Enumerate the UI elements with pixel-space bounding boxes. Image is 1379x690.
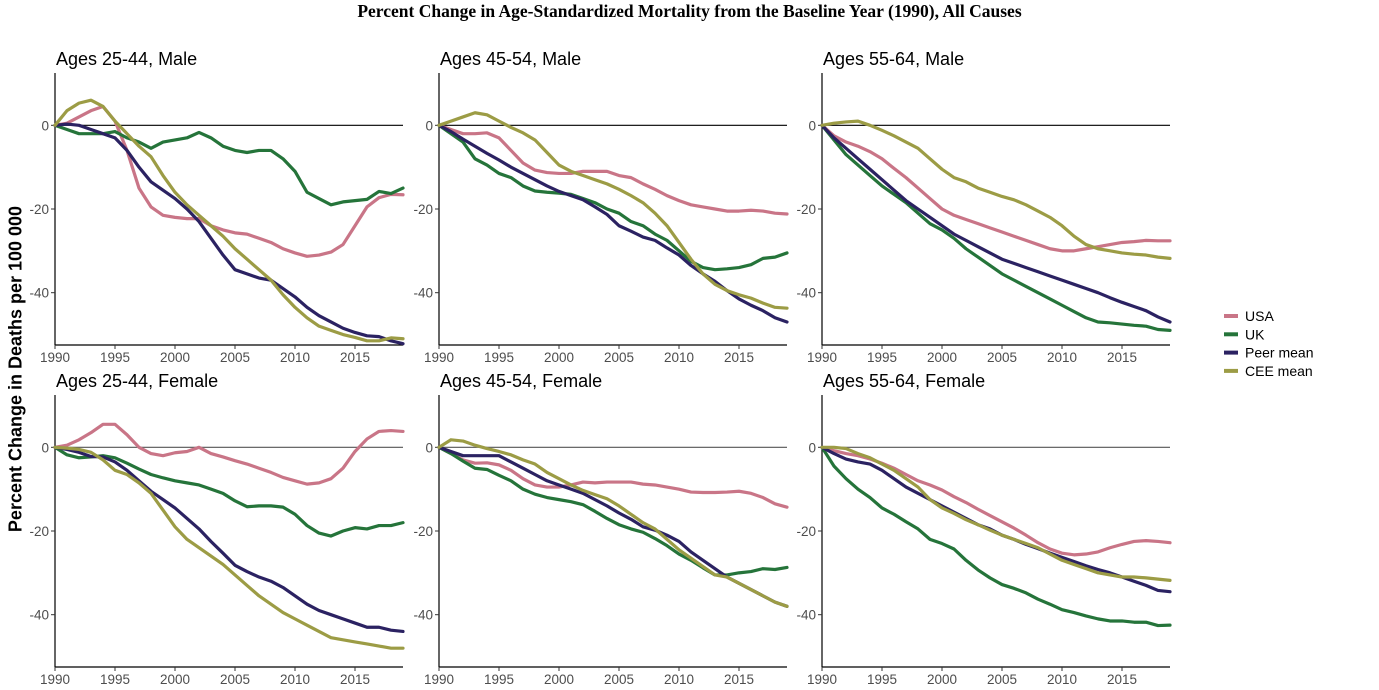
y-tick-label: 0	[425, 440, 433, 455]
y-tick-label: -40	[413, 286, 433, 301]
series-line-uk	[820, 123, 1172, 332]
panel-title: Ages 55-64, Female	[823, 371, 985, 391]
x-tick-label: 2015	[340, 672, 370, 687]
series-line-cee-mean	[820, 445, 1172, 582]
series-line-uk	[437, 123, 789, 272]
x-tick-label: 2000	[927, 672, 957, 687]
legend-label: Peer mean	[1245, 345, 1313, 361]
y-tick-label: -40	[413, 608, 433, 623]
panel-title: Ages 45-54, Female	[440, 371, 602, 391]
x-tick-label: 2010	[664, 672, 694, 687]
panel-3: Ages 55-64, Male 0 -20 -40 1990 1995 2000 2005 2…	[796, 49, 1172, 365]
series-line-cee-mean	[437, 111, 789, 310]
y-tick-label: -40	[796, 286, 816, 301]
panel-2: Ages 45-54, Male 0 -20 -40 1990 1995 2000 2005 2…	[413, 49, 789, 365]
x-tick-label: 2015	[724, 672, 754, 687]
x-tick-label: 1995	[484, 350, 514, 365]
y-tick-label: 0	[808, 118, 816, 133]
legend-item: CEE mean	[1224, 363, 1313, 379]
series-line-cee-mean	[437, 438, 789, 608]
x-tick-label: 2010	[664, 350, 694, 365]
y-tick-label: -40	[29, 286, 49, 301]
panel-title: Ages 25-44, Female	[56, 371, 218, 391]
legend-item: Peer mean	[1224, 345, 1313, 361]
x-tick-label: 2005	[987, 350, 1017, 365]
x-tick-label: 2000	[544, 672, 574, 687]
x-tick-label: 2010	[280, 350, 310, 365]
x-tick-label: 2000	[160, 350, 190, 365]
series-line-peer-mean	[820, 123, 1172, 324]
legend-item: USA	[1224, 308, 1274, 324]
panel-title: Ages 55-64, Male	[823, 49, 964, 69]
x-tick-label: 1990	[807, 672, 837, 687]
series-line-usa	[437, 445, 789, 509]
x-tick-label: 2015	[1107, 350, 1137, 365]
legend-label: USA	[1245, 308, 1274, 324]
panel-1: Ages 25-44, Male 0 -20 -40 1990 1995 2000 2005 2…	[29, 49, 405, 365]
x-tick-label: 2010	[1047, 350, 1077, 365]
series-line-cee-mean	[53, 98, 405, 343]
series-line-usa	[53, 422, 405, 486]
panel-5: Ages 45-54, Female 0 -20 -40 1990 1995 2000 200…	[413, 371, 789, 687]
series-line-uk	[53, 445, 405, 538]
y-tick-label: -20	[413, 524, 433, 539]
x-tick-label: 2010	[1047, 672, 1077, 687]
x-tick-label: 1995	[100, 672, 130, 687]
panel-4: Ages 25-44, Female 0 -20 -40 1990 1995 2000 200…	[29, 371, 405, 687]
series-line-peer-mean	[53, 445, 405, 634]
y-tick-label: 0	[41, 440, 49, 455]
legend: USA UK Peer mean CEE mean	[1224, 308, 1313, 379]
y-tick-label: -20	[29, 524, 49, 539]
series-line-usa	[820, 123, 1172, 253]
series-line-cee-mean	[53, 445, 405, 650]
series-line-uk	[53, 123, 405, 207]
x-tick-label: 1990	[807, 350, 837, 365]
x-tick-label: 1990	[40, 350, 70, 365]
legend-label: CEE mean	[1245, 363, 1313, 379]
y-tick-label: 0	[41, 118, 49, 133]
series-line-usa	[53, 104, 405, 258]
x-tick-label: 2000	[544, 350, 574, 365]
panel-6: Ages 55-64, Female 0 -20 -40 1990 1995 2000 200…	[796, 371, 1172, 687]
series-line-cee-mean	[820, 119, 1172, 260]
y-tick-label: -20	[413, 202, 433, 217]
legend-label: UK	[1245, 326, 1265, 342]
x-tick-label: 2015	[1107, 672, 1137, 687]
x-tick-label: 1990	[40, 672, 70, 687]
x-tick-label: 1995	[867, 350, 897, 365]
x-tick-label: 2000	[160, 672, 190, 687]
y-tick-label: -20	[29, 202, 49, 217]
x-tick-label: 2005	[220, 350, 250, 365]
x-tick-label: 2015	[724, 350, 754, 365]
x-tick-label: 1990	[424, 672, 454, 687]
y-tick-label: 0	[808, 440, 816, 455]
x-tick-label: 1990	[424, 350, 454, 365]
y-tick-label: -20	[796, 524, 816, 539]
y-tick-label: 0	[425, 118, 433, 133]
x-tick-label: 2015	[340, 350, 370, 365]
x-tick-label: 2010	[280, 672, 310, 687]
series-line-uk	[820, 445, 1172, 628]
panel-title: Ages 25-44, Male	[56, 49, 197, 69]
legend-item: UK	[1224, 326, 1265, 342]
x-tick-label: 2005	[987, 672, 1017, 687]
x-tick-label: 2005	[604, 350, 634, 365]
x-tick-label: 2000	[927, 350, 957, 365]
y-tick-label: -40	[29, 608, 49, 623]
x-tick-label: 2005	[604, 672, 634, 687]
y-tick-label: -40	[796, 608, 816, 623]
chart-title: Percent Change in Age-Standardized Morta…	[357, 1, 1022, 21]
series-line-usa	[437, 123, 789, 216]
series-line-peer-mean	[53, 122, 405, 346]
x-tick-label: 2005	[220, 672, 250, 687]
panel-title: Ages 45-54, Male	[440, 49, 581, 69]
x-tick-label: 1995	[484, 672, 514, 687]
x-tick-label: 1995	[867, 672, 897, 687]
x-tick-label: 1995	[100, 350, 130, 365]
series-line-uk	[437, 445, 789, 577]
y-tick-label: -20	[796, 202, 816, 217]
